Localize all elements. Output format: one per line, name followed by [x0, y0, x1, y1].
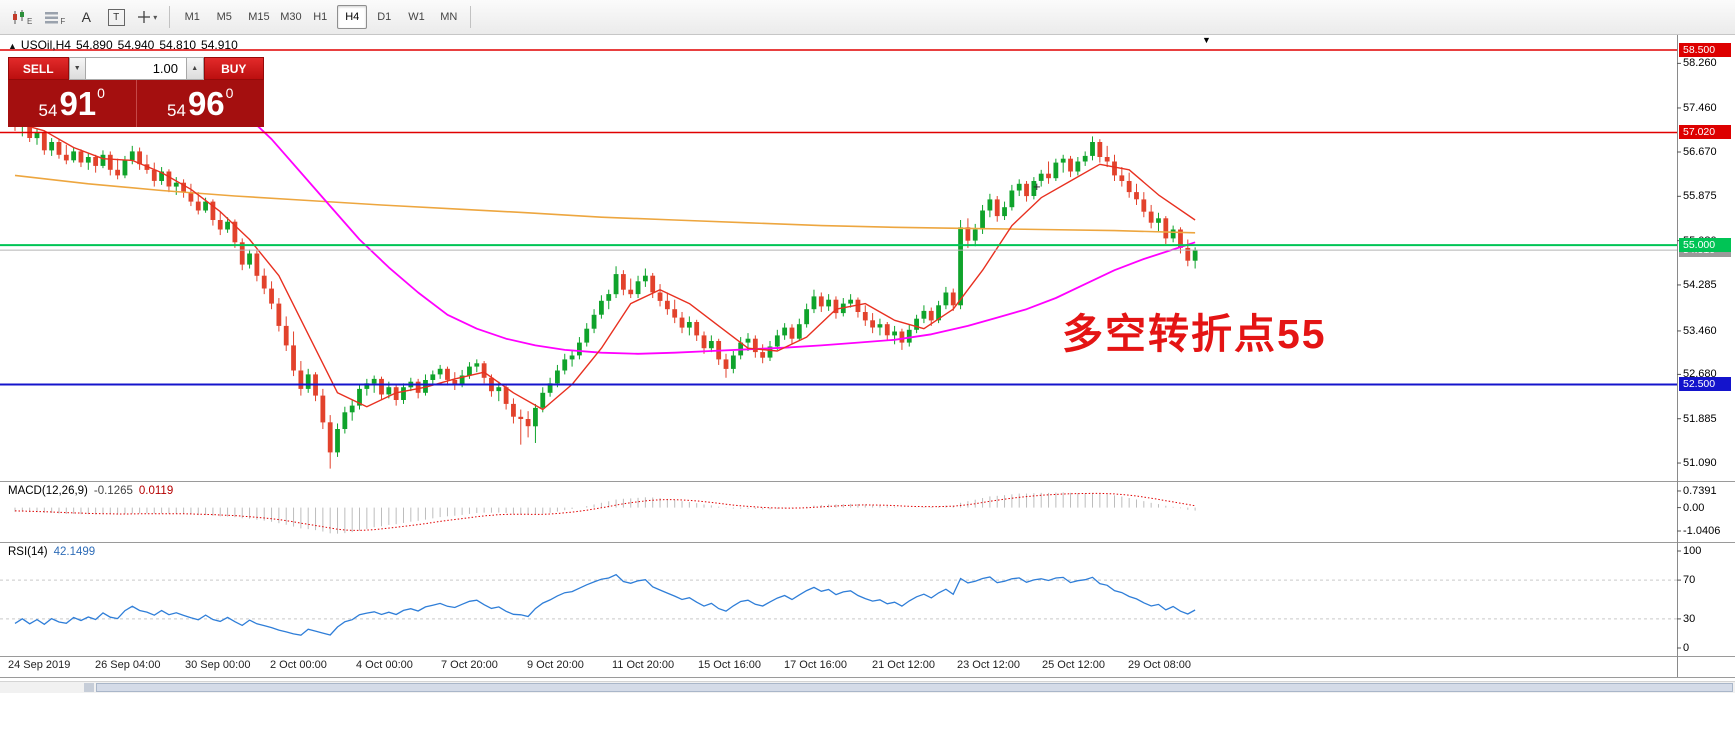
time-axis-label: 25 Oct 12:00	[1042, 659, 1105, 671]
cross-marker: +	[1033, 179, 1041, 194]
time-axis-label: 15 Oct 16:00	[698, 659, 761, 671]
chart-region: ▲ USOil,H4 54.890 54.940 54.810 54.910 SELL ▼…	[0, 35, 1735, 755]
volume-input[interactable]	[86, 57, 186, 80]
chevron-down-icon: ▾	[153, 12, 158, 22]
timeframe-button-w1[interactable]: W1	[401, 5, 431, 29]
bar-high: 54.940	[117, 38, 155, 52]
time-axis-label: 7 Oct 20:00	[441, 659, 498, 671]
macd-scale-label: -1.0406	[1683, 525, 1721, 537]
bar-open: 54.890	[75, 38, 113, 52]
crosshair-icon	[138, 11, 151, 23]
macd-title: MACD(12,26,9)	[8, 485, 88, 497]
price-scale-label: 54.285	[1683, 278, 1717, 291]
price-tag-55.000: 55.000	[1679, 238, 1731, 253]
timeframe-button-h1[interactable]: H1	[305, 5, 335, 29]
symbol-name: USOil,H4	[20, 38, 71, 52]
time-axis-label: 17 Oct 16:00	[784, 659, 847, 671]
timeframe-button-m5[interactable]: M5	[209, 5, 239, 29]
chart-canvas[interactable]	[0, 35, 1735, 755]
sell-price-prefix: 54	[38, 101, 58, 120]
timeframe-toolbar: M1 M5 M15 M30 H1 H4 D1 W1 MN	[176, 5, 464, 29]
time-axis-label: 11 Oct 20:00	[612, 659, 675, 671]
price-tag-58.500: 58.500	[1679, 43, 1731, 57]
price-scale-label: 57.460	[1683, 101, 1717, 114]
rsi-title: RSI(14)	[8, 546, 48, 558]
time-axis-label: 30 Sep 00:00	[185, 659, 251, 671]
letter-a-icon: A	[81, 9, 91, 25]
time-axis-label: 9 Oct 20:00	[527, 659, 584, 671]
bar-close: 54.910	[201, 38, 238, 52]
rsi-value: 42.1499	[53, 546, 96, 558]
price-tag-57.020: 57.020	[1679, 125, 1731, 140]
timeframe-button-m1[interactable]: M1	[177, 5, 207, 29]
icon-sub-label: E	[27, 17, 33, 26]
list-grid-icon	[45, 11, 59, 23]
trade-controls-row: SELL ▼ ▲ BUY	[8, 57, 264, 80]
toolbar-separator	[470, 6, 472, 28]
timeframe-button-mn[interactable]: MN	[433, 5, 463, 29]
price-tag-52.500: 52.500	[1679, 377, 1731, 392]
rsi-scale-label: 0	[1683, 642, 1690, 654]
sell-price-digits: 91	[59, 84, 97, 122]
rsi-header: RSI(14) 42.1499	[8, 546, 101, 558]
toolbar-separator	[169, 6, 171, 28]
buy-price-sup: 0	[225, 85, 234, 101]
chart-tool-e-button[interactable]: E	[6, 4, 37, 30]
macd-signal-value: 0.0119	[138, 485, 174, 497]
time-axis-label: 23 Oct 12:00	[957, 659, 1020, 671]
horizontal-scrollbar[interactable]	[0, 681, 1735, 693]
one-click-toggle[interactable]: ▲	[8, 41, 17, 51]
symbol-header: ▲ USOil,H4 54.890 54.940 54.810 54.910	[8, 38, 243, 52]
time-axis-label: 2 Oct 00:00	[270, 659, 327, 671]
volume-increase-button[interactable]: ▲	[186, 57, 204, 80]
font-tool-button[interactable]: A	[72, 4, 100, 30]
drawing-tools-button[interactable]: ▾	[132, 4, 162, 30]
scrollbar-thumb[interactable]	[96, 683, 1733, 692]
macd-value: -0.1265	[93, 485, 133, 497]
price-scale-label: 56.670	[1683, 146, 1717, 158]
price-scale-label: 55.875	[1683, 190, 1717, 203]
sell-price-sup: 0	[97, 85, 105, 101]
scrollbar-left-button[interactable]	[84, 683, 94, 692]
buy-price[interactable]: 54 96 0	[135, 80, 265, 127]
price-scale-label: 53.460	[1683, 324, 1717, 337]
icon-sub-label: F	[60, 17, 66, 26]
candlestick-icon	[13, 9, 24, 24]
price-scale-label: 51.090	[1683, 457, 1717, 470]
macd-scale-label: 0.7391	[1683, 484, 1717, 497]
time-axis-label: 4 Oct 00:00	[356, 659, 413, 671]
bar-low: 54.810	[159, 38, 197, 52]
macd-scale-label: 0.00	[1683, 501, 1705, 514]
timeframe-button-m30[interactable]: M30	[273, 5, 303, 29]
chart-tool-f-button[interactable]: F	[39, 4, 70, 30]
rsi-scale-label: 100	[1683, 545, 1702, 557]
toolbar: E F A T ▾ M1 M5 M15 M30 H1 H4 D1 W1 MN	[0, 0, 1735, 35]
time-axis-label: 21 Oct 12:00	[872, 659, 935, 671]
trade-prices-row: 54 91 0 54 96 0	[8, 80, 264, 127]
time-axis-label: 29 Oct 08:00	[1128, 659, 1191, 671]
buy-button[interactable]: BUY	[203, 57, 264, 80]
buy-price-digits: 96	[187, 84, 225, 122]
price-scale-label: 58.260	[1683, 57, 1717, 70]
chart-shift-marker[interactable]: ▼	[1202, 35, 1211, 45]
sell-button[interactable]: SELL	[8, 57, 69, 80]
time-axis-label: 24 Sep 2019	[8, 659, 71, 671]
one-click-trade-panel: SELL ▼ ▲ BUY 54 91 0 54 96 0	[8, 57, 264, 127]
time-axis-label: 26 Sep 04:00	[95, 659, 161, 671]
buy-price-prefix: 54	[167, 101, 186, 120]
macd-header: MACD(12,26,9) -0.1265 0.0119	[8, 485, 179, 497]
price-scale-label: 51.885	[1683, 412, 1717, 425]
sell-price[interactable]: 54 91 0	[8, 80, 136, 127]
timeframe-button-d1[interactable]: D1	[369, 5, 399, 29]
rsi-scale-label: 70	[1683, 574, 1696, 587]
chart-annotation: 多空转折点55	[1062, 311, 1327, 357]
rsi-scale-label: 30	[1683, 612, 1696, 625]
volume-decrease-button[interactable]: ▼	[68, 57, 86, 80]
price-scale-label: 52.680	[1683, 368, 1717, 381]
text-label-tool-button[interactable]: T	[102, 4, 130, 30]
letter-t-icon: T	[107, 8, 125, 26]
timeframe-button-m15[interactable]: M15	[241, 5, 271, 29]
timeframe-button-h4[interactable]: H4	[337, 5, 368, 29]
